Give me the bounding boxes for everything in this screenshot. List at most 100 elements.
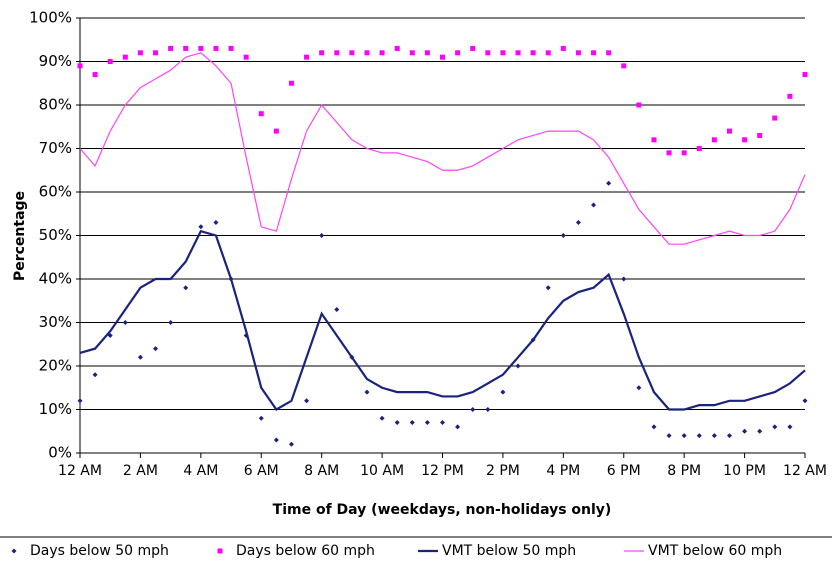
point (500, 50, 506, 56)
point (696, 433, 702, 439)
point (787, 424, 793, 430)
point (379, 50, 385, 56)
point (228, 45, 234, 51)
point (681, 150, 687, 156)
legend-label: Days below 60 mph (236, 543, 375, 559)
point (92, 72, 98, 78)
x-tick-label: 8 AM (304, 463, 339, 479)
point (92, 372, 98, 378)
y-tick-label: 50% (39, 226, 72, 244)
point (319, 50, 325, 56)
y-tick-label: 70% (39, 139, 72, 157)
point (681, 433, 687, 439)
x-tick-label: 12 PM (421, 463, 464, 479)
point (394, 45, 400, 51)
point (696, 146, 702, 151)
y-tick-label: 10% (39, 400, 72, 418)
point (122, 320, 128, 325)
point (591, 202, 597, 208)
x-axis-label: Time of Day (weekdays, non-holidays only… (273, 502, 612, 518)
point (137, 50, 143, 56)
point (288, 441, 294, 447)
point (394, 420, 400, 426)
point (273, 128, 279, 134)
point (757, 428, 763, 434)
point (651, 137, 657, 143)
point (349, 50, 355, 56)
point (636, 102, 642, 108)
y-tick-label: 20% (39, 357, 72, 375)
point (364, 50, 370, 56)
point (545, 285, 551, 291)
x-tick-label: 10 AM (360, 463, 404, 479)
point (122, 54, 128, 60)
y-tick-label: 100% (29, 9, 72, 27)
y-tick-label: 80% (39, 96, 72, 114)
point (666, 150, 672, 156)
point (137, 354, 143, 360)
x-tick-label: 6 AM (244, 463, 279, 479)
y-tick-label: 0% (48, 444, 72, 462)
x-tick-label: 2 AM (123, 463, 158, 479)
point (787, 93, 793, 99)
point (757, 132, 763, 138)
point (636, 385, 642, 391)
point (742, 428, 748, 434)
point (621, 276, 627, 282)
y-tick-label: 60% (39, 183, 72, 201)
point (258, 111, 264, 117)
point (500, 389, 506, 395)
point (485, 407, 491, 412)
point (183, 45, 189, 51)
x-tick-label: 10 PM (723, 463, 766, 479)
point (772, 424, 778, 430)
legend-label: VMT below 50 mph (442, 543, 576, 559)
point (77, 398, 83, 404)
point (575, 50, 581, 56)
point (606, 50, 612, 56)
point (153, 346, 159, 352)
x-tick-label: 4 AM (183, 463, 218, 479)
point (515, 50, 521, 56)
point (440, 420, 445, 426)
x-tick-label: 8 PM (667, 463, 701, 479)
point (334, 50, 340, 56)
point (424, 50, 430, 56)
point (772, 115, 778, 121)
point (364, 389, 370, 395)
point (726, 433, 732, 439)
point (319, 233, 325, 238)
legend-label: VMT below 60 mph (648, 543, 782, 559)
legend-label: Days below 50 mph (30, 543, 169, 559)
point (304, 398, 310, 404)
point (243, 54, 249, 60)
point (168, 45, 174, 51)
point (470, 407, 476, 412)
y-tick-label: 30% (39, 313, 72, 331)
point (726, 128, 732, 134)
point (153, 50, 159, 56)
point (379, 415, 385, 421)
point (409, 420, 415, 426)
point (288, 80, 294, 86)
x-tick-label: 12 AM (58, 463, 102, 479)
point (530, 50, 536, 56)
point (606, 180, 612, 186)
y-axis-label: Percentage (12, 191, 28, 281)
point (107, 59, 113, 64)
point (560, 45, 566, 51)
y-tick-label: 40% (39, 270, 72, 288)
point (711, 433, 717, 439)
point (575, 219, 581, 225)
point (651, 424, 657, 430)
point (545, 50, 551, 56)
point (470, 45, 476, 51)
point (258, 415, 264, 421)
point (666, 433, 672, 439)
point (213, 219, 219, 225)
point (485, 50, 491, 56)
x-tick-label: 6 PM (607, 463, 641, 479)
x-tick-label: 4 PM (546, 463, 580, 479)
point (515, 363, 521, 369)
